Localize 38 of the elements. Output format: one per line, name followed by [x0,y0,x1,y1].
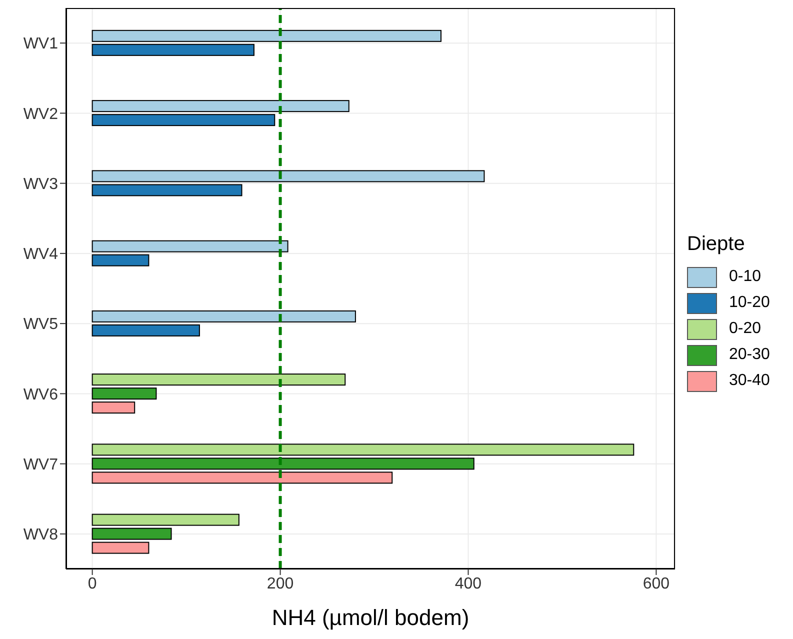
bar [92,240,288,252]
legend-label: 0-20 [729,320,762,338]
bar [92,310,356,322]
y-tick-label: WV4 [23,246,58,264]
x-tick-label: 400 [454,575,482,592]
bar [92,444,634,456]
bar [92,402,136,414]
bar [92,388,157,400]
y-tick-label: WV2 [23,106,58,123]
bar [92,514,240,526]
bar [92,324,200,336]
legend-label: 20-30 [729,346,770,364]
y-tick-label: WV6 [23,386,58,404]
x-tick-label: 200 [266,575,294,592]
bar [92,472,393,484]
bar [92,170,485,182]
bar [92,44,254,56]
x-tick-label: 0 [88,575,97,592]
y-tick-label: WV7 [23,456,58,474]
y-tick-label: WV8 [23,526,58,544]
y-tick-label: WV3 [23,176,58,193]
legend-label: 0-10 [729,268,762,286]
bar [92,542,150,554]
legend-title: Diepte [687,233,746,256]
y-tick-label: WV5 [23,316,58,334]
bar [92,458,474,470]
bar [92,254,150,266]
bar [92,114,276,126]
bar [92,528,172,540]
bar [92,374,346,386]
legend-label: 30-40 [729,372,770,390]
y-tick-label: WV1 [23,36,58,53]
x-axis-title: NH4 (µmol/l bodem) [272,605,470,630]
legend-label: 10-20 [729,294,770,312]
x-tick-label: 600 [642,575,670,592]
bar [92,184,242,196]
bar [92,100,350,112]
bar [92,30,442,42]
